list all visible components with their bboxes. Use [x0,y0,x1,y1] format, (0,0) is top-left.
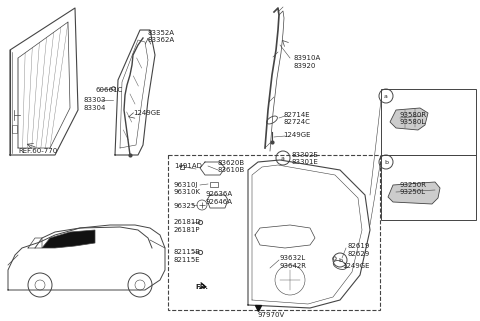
Text: 83303
83304: 83303 83304 [83,97,106,110]
Text: 92636A
92646A: 92636A 92646A [205,191,232,204]
Text: 1249GE: 1249GE [342,263,370,269]
Bar [168,155,380,310]
Text: 1249GE: 1249GE [133,110,160,116]
Text: 1249GE: 1249GE [283,132,311,138]
Text: 1491AD: 1491AD [174,163,202,169]
Text: 97970V: 97970V [258,312,285,318]
Bar [12,125,17,133]
Text: a: a [384,93,388,99]
Text: 60661C: 60661C [95,87,122,93]
Text: 93250R
93250L: 93250R 93250L [400,182,427,195]
Text: a: a [281,155,285,160]
Text: b: b [338,257,342,263]
Bar [381,89,476,155]
Text: 82619
82629: 82619 82629 [348,243,371,256]
Polygon shape [390,108,428,130]
Text: 82714E
82724C: 82714E 82724C [283,112,310,126]
Text: 93632L
93642R: 93632L 93642R [279,255,306,268]
Polygon shape [42,230,95,248]
Text: FR.: FR. [195,284,208,290]
Text: 26181D
26181P: 26181D 26181P [174,219,202,232]
Bar [210,182,218,187]
Bar [381,155,476,220]
Text: 83352A
83362A: 83352A 83362A [148,30,175,44]
Text: 96325: 96325 [174,203,196,209]
Text: 83620B
83610B: 83620B 83610B [218,160,245,173]
Text: 83302E
83301E: 83302E 83301E [292,152,319,166]
Text: b: b [384,160,388,164]
Text: 83910A
83920: 83910A 83920 [293,55,320,68]
Text: 96310J
96310K: 96310J 96310K [174,182,201,195]
Text: 82115B
82115E: 82115B 82115E [174,249,201,263]
Text: REF.60-770: REF.60-770 [18,148,57,154]
Polygon shape [388,182,440,204]
Text: 93580R
93580L: 93580R 93580L [400,112,427,126]
